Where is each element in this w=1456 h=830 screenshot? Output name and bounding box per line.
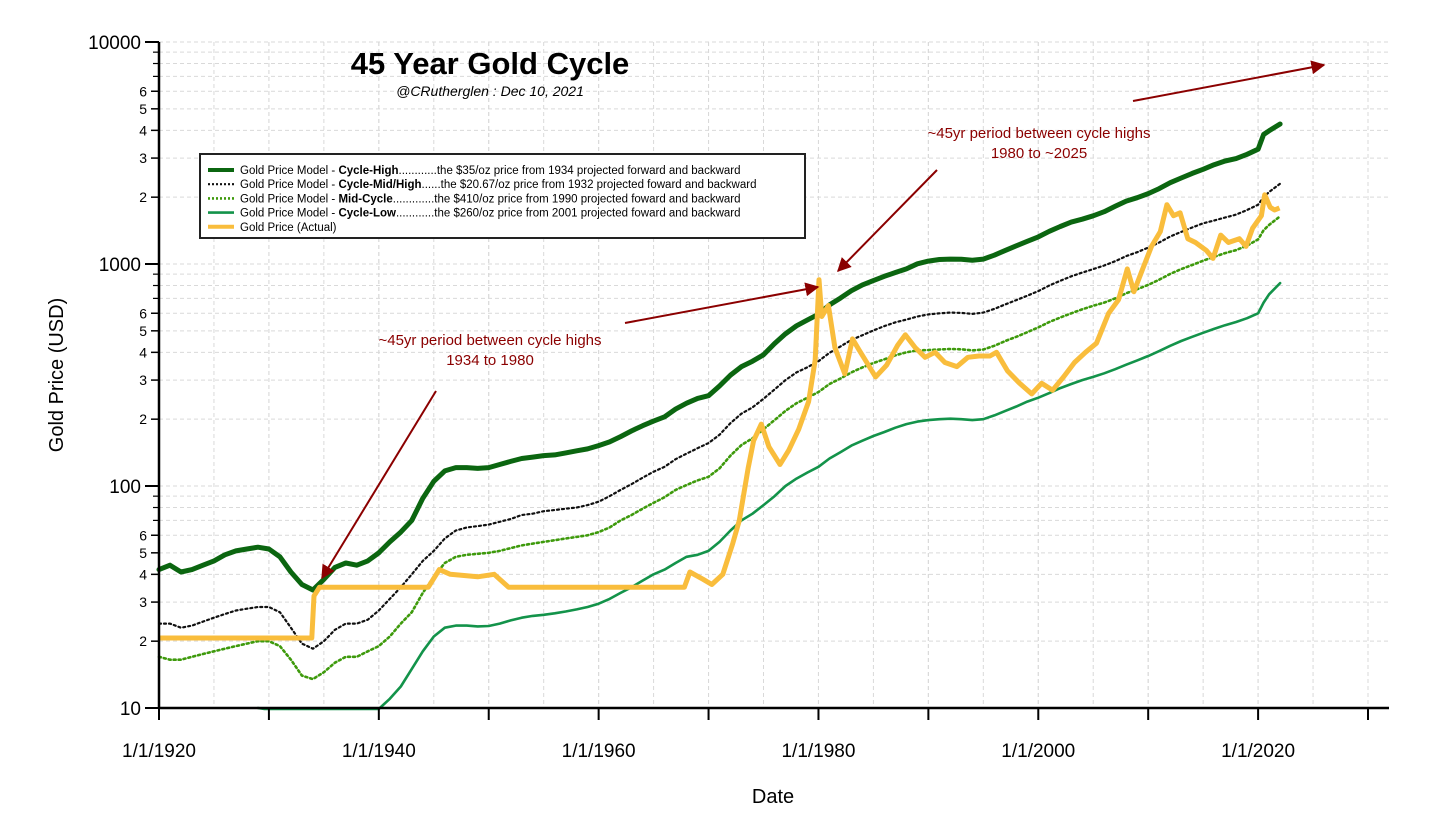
y-minor-tick-label: 4 — [139, 122, 147, 138]
legend-entry-suffix: .............the $410/oz price from 1990… — [393, 193, 741, 205]
series-cycle-mid-high — [157, 182, 1282, 650]
x-tick-label: 1/1/1960 — [562, 741, 636, 762]
x-tick-label: 1/1/1980 — [781, 741, 855, 762]
legend-entry-suffix: ............the $35/oz price from 1934 p… — [399, 165, 741, 177]
y-minor-tick-label: 2 — [139, 633, 147, 649]
arrow-to-1980-high — [837, 169, 938, 272]
legend-entry: Gold Price Model - Cycle-Mid/High......t… — [240, 179, 756, 191]
chart-subtitle: @CRutherglen : Dec 10, 2021 — [396, 83, 584, 99]
y-minor-tick-label: 6 — [139, 83, 147, 99]
y-minor-tick-label: 3 — [139, 594, 147, 610]
annotation-1934-1980-line1: ~45yr period between cycle highs — [378, 332, 601, 349]
legend-entry-suffix: ......the $20.67/oz price from 1932 proj… — [422, 179, 757, 191]
series-layer — [156, 121, 1283, 711]
grid-lines — [159, 41, 1389, 709]
legend-entry-suffix: ............the $260/oz price from 2001 … — [396, 208, 741, 220]
legend-frame — [199, 153, 806, 239]
x-axis-title: Date — [752, 786, 794, 808]
legend-entry-prefix: Gold Price Model - — [240, 193, 338, 205]
arrow-to-1934-high — [321, 390, 437, 580]
legend-entry-prefix: Gold Price (Actual) — [240, 222, 337, 234]
series-mid-cycle — [157, 215, 1282, 681]
arrow-toward-2025-high — [1132, 60, 1326, 102]
series-cycle-low — [256, 281, 1282, 711]
y-tick-label: 10000 — [88, 33, 141, 54]
legend-entry: Gold Price (Actual) — [240, 222, 337, 234]
y-tick-label: 100 — [109, 477, 141, 498]
legend-entry-prefix: Gold Price Model - — [240, 208, 338, 220]
x-tick-label: 1/1/1920 — [122, 741, 196, 762]
y-tick-label: 10 — [120, 699, 141, 720]
legend-entry: Gold Price Model - Mid-Cycle............… — [240, 193, 741, 205]
legend-entry-prefix: Gold Price Model - — [240, 165, 338, 177]
y-tick-label: 1000 — [99, 255, 141, 276]
legend-entry: Gold Price Model - Cycle-High...........… — [240, 165, 741, 177]
legend-entry-bold: Cycle-Mid/High — [338, 179, 421, 191]
chart-title: 45 Year Gold Cycle — [351, 46, 630, 81]
y-axis-title: Gold Price (USD) — [46, 298, 68, 452]
x-axis-ticks: 1/1/1920 1/1/1940 1/1/1960 1/1/1980 1/1/2000… — [122, 708, 1370, 762]
y-minor-tick-label: 4 — [139, 566, 147, 582]
legend-entry-bold: Cycle-Low — [338, 208, 396, 220]
legend-entry-bold: Mid-Cycle — [338, 193, 392, 205]
y-minor-tick-label: 3 — [139, 150, 147, 166]
annotations: ~45yr period between cycle highs 1934 to… — [321, 60, 1326, 580]
y-minor-tick-label: 4 — [139, 344, 147, 360]
y-minor-tick-label: 3 — [139, 372, 147, 388]
y-minor-tick-label: 5 — [139, 323, 147, 339]
y-minor-tick-label: 2 — [139, 411, 147, 427]
arrow-toward-1980-high — [624, 282, 820, 324]
legend-entry-bold: Cycle-High — [338, 165, 398, 177]
y-axis-ticks: 10 100 1000 10000 2 3 4 5 6 2 3 4 5 6 2 3 4 5 6 — [88, 33, 159, 720]
annotation-1980-2025-line2: 1980 to ~2025 — [991, 145, 1087, 162]
x-tick-label: 1/1/2020 — [1221, 741, 1295, 762]
y-minor-tick-label: 6 — [139, 305, 147, 321]
y-minor-tick-label: 6 — [139, 527, 147, 543]
series-actual — [159, 192, 1281, 641]
series-cycle-high — [156, 121, 1283, 593]
y-minor-tick-label: 2 — [139, 189, 147, 205]
legend-entry: Gold Price Model - Cycle-Low............… — [240, 208, 741, 220]
y-minor-tick-label: 5 — [139, 545, 147, 561]
x-tick-label: 1/1/1940 — [342, 741, 416, 762]
legend-entry-prefix: Gold Price Model - — [240, 179, 338, 191]
x-tick-label: 1/1/2000 — [1001, 741, 1075, 762]
legend: Gold Price Model - Cycle-High...........… — [199, 153, 806, 239]
axes — [157, 42, 1389, 710]
annotation-1934-1980-line2: 1934 to 1980 — [446, 352, 534, 369]
annotation-1980-2025-line1: ~45yr period between cycle highs — [927, 125, 1150, 142]
y-minor-tick-label: 5 — [139, 101, 147, 117]
